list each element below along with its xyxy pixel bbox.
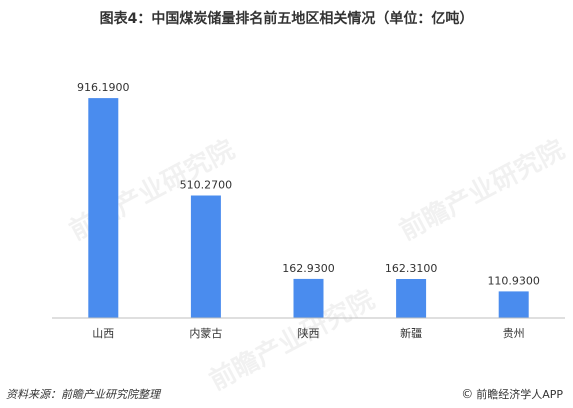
- category-label-陕西: 陕西: [298, 326, 320, 340]
- copyright-icon: ©: [461, 387, 474, 401]
- value-label-内蒙古: 510.2700: [180, 179, 233, 192]
- bars-layer: [88, 98, 529, 318]
- value-label-山西: 916.1900: [77, 81, 130, 94]
- bar-山西: [88, 98, 119, 318]
- category-label-贵州: 贵州: [503, 327, 525, 340]
- bar-新疆: [396, 279, 427, 318]
- category-label-新疆: 新疆: [400, 326, 422, 340]
- bar-陕西: [293, 278, 324, 318]
- brand-credit: © 前瞻经济学人APP: [461, 386, 563, 402]
- chart-title: 图表4：中国煤炭储量排名前五地区相关情况（单位：亿吨）: [99, 11, 474, 27]
- category-labels-layer: 山西 内蒙古 陕西 新疆 贵州: [92, 326, 524, 340]
- value-label-新疆: 162.3100: [385, 262, 438, 275]
- value-label-陕西: 162.9300: [282, 262, 335, 275]
- value-labels-layer: 916.1900 510.2700 162.9300 162.3100 110.9300: [77, 81, 540, 287]
- value-label-贵州: 110.9300: [487, 274, 540, 287]
- category-label-山西: 山西: [92, 327, 114, 340]
- source-note: 资料来源：前瞻产业研究院整理: [6, 388, 160, 401]
- category-label-内蒙古: 内蒙古: [189, 326, 222, 340]
- brand-name: 前瞻经济学人APP: [476, 388, 563, 401]
- bar-内蒙古: [190, 195, 221, 318]
- bar-贵州: [498, 291, 529, 318]
